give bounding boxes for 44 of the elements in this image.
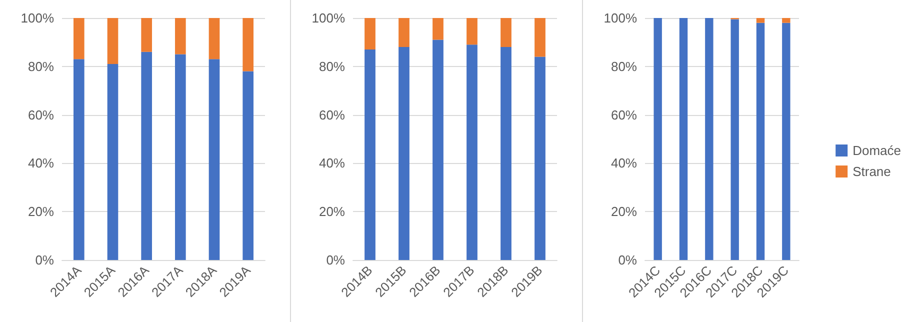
bar [364, 49, 376, 260]
bar [208, 18, 220, 60]
y-tick-label: 100% [604, 10, 638, 26]
bar [74, 18, 84, 60]
bar [175, 54, 186, 260]
bar [175, 18, 186, 54]
y-tick-label: 80% [28, 58, 54, 74]
bar [242, 71, 254, 260]
bar [466, 44, 478, 260]
y-tick-label: 100% [312, 10, 346, 26]
y-tick-label: 0% [618, 252, 638, 268]
bar [432, 40, 444, 260]
y-tick-label: 100% [20, 10, 54, 26]
y-tick-label: 40% [28, 156, 54, 171]
bar [242, 18, 254, 72]
bar [534, 56, 546, 260]
bar [74, 59, 84, 260]
y-tick-label: 60% [318, 107, 346, 122]
bar [398, 47, 410, 260]
y-tick-label: 20% [318, 204, 346, 220]
bar [500, 18, 512, 48]
bar [398, 18, 410, 48]
y-tick-label: 0% [35, 252, 54, 268]
y-tick-label: 60% [610, 107, 638, 122]
bar [208, 59, 220, 260]
y-tick-label: 20% [610, 204, 638, 220]
y-tick-label: 40% [610, 156, 638, 171]
bar [534, 18, 546, 57]
y-tick-label: 80% [318, 58, 346, 74]
y-tick-label: 20% [28, 204, 54, 220]
legend-label: Strane [852, 164, 891, 179]
y-tick-label: 60% [28, 107, 54, 122]
bar [141, 18, 152, 52]
bar [107, 64, 118, 260]
y-tick-label: 80% [610, 58, 638, 74]
legend-label: Domaće [852, 143, 902, 158]
y-tick-label: 40% [318, 156, 346, 171]
bar [466, 18, 478, 45]
y-tick-label: 0% [326, 252, 346, 268]
bar [141, 52, 152, 260]
bar [364, 18, 376, 50]
bar [107, 18, 118, 64]
bar [432, 18, 444, 40]
bar [500, 47, 512, 260]
